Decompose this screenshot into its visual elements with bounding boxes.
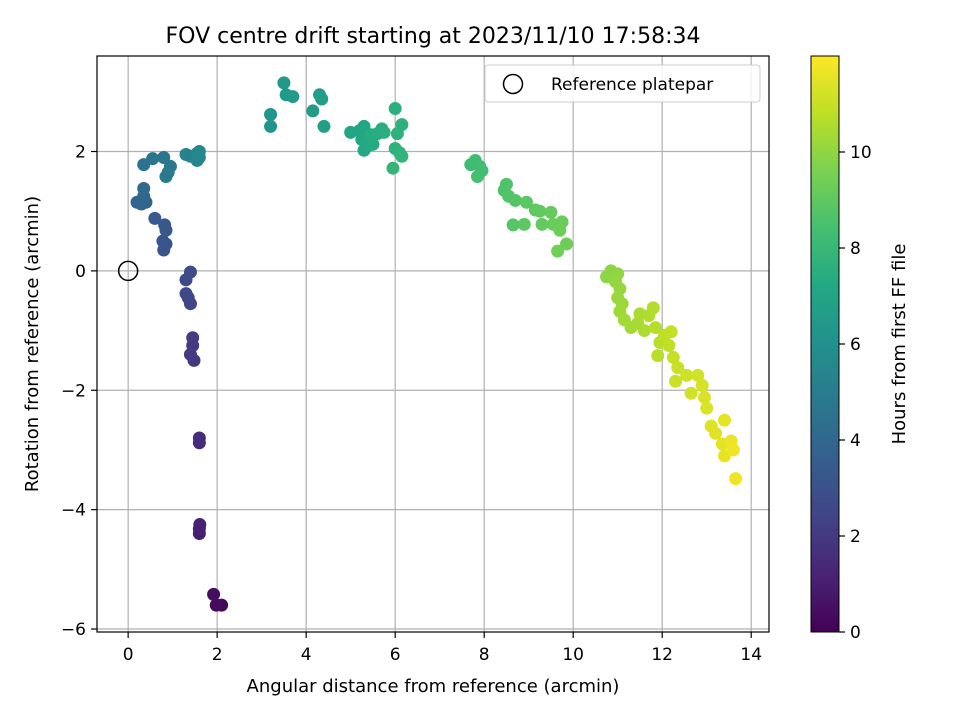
colorbar-tick-label: 2 (850, 527, 861, 547)
data-point (651, 349, 665, 363)
data-point (146, 152, 160, 166)
chart-title: FOV centre drift starting at 2023/11/10 … (166, 24, 701, 49)
colorbar-tick-label: 6 (850, 335, 861, 355)
data-point (691, 368, 705, 382)
data-point (377, 125, 391, 139)
data-point (286, 90, 300, 104)
data-point (535, 217, 549, 231)
data-point (695, 378, 709, 392)
colorbar-tick-label: 8 (850, 239, 861, 259)
y-axis-ticks: −6 −4 −2 0 2 (61, 143, 97, 640)
colorbar-label: Hours from first FF file (889, 244, 910, 445)
data-point (506, 218, 520, 232)
x-tick-label: 4 (301, 645, 312, 665)
data-point (315, 92, 329, 106)
data-point (662, 338, 676, 352)
x-tick-label: 12 (651, 645, 673, 665)
data-point (386, 161, 400, 175)
colorbar (810, 55, 840, 633)
data-point (551, 244, 565, 258)
y-tick-label: −2 (61, 381, 86, 401)
data-point (560, 237, 574, 251)
data-point (533, 204, 547, 218)
x-tick-label: 10 (562, 645, 584, 665)
data-point (137, 182, 151, 196)
data-point (192, 431, 206, 445)
x-tick-label: 2 (212, 645, 223, 665)
data-point (666, 350, 680, 364)
x-axis-ticks: 0 2 4 6 8 10 12 14 (123, 632, 762, 665)
y-axis-label: Rotation from reference (arcmin) (22, 196, 43, 492)
data-point (192, 145, 206, 159)
x-tick-label: 6 (390, 645, 401, 665)
data-point (159, 170, 173, 184)
grid-lines (97, 56, 769, 632)
data-point (499, 177, 513, 191)
data-point (471, 170, 485, 184)
data-point (729, 472, 743, 486)
data-point (680, 368, 694, 382)
data-point (517, 217, 531, 231)
data-point (700, 401, 714, 415)
legend-label: Reference platepar (551, 75, 713, 95)
data-point (671, 361, 685, 375)
legend: Reference platepar (484, 64, 761, 103)
colorbar-tick-label: 0 (850, 623, 861, 643)
data-point (508, 193, 522, 207)
data-point (697, 390, 711, 404)
data-point (207, 587, 221, 601)
data-point (209, 598, 223, 612)
data-point (519, 195, 533, 209)
y-tick-label: 2 (75, 143, 86, 163)
data-point (388, 102, 402, 116)
plot-frame (96, 55, 770, 633)
data-point (317, 119, 331, 133)
data-point (717, 413, 731, 427)
x-tick-label: 0 (123, 645, 134, 665)
data-point (637, 324, 651, 338)
x-tick-label: 8 (479, 645, 490, 665)
data-point (390, 127, 404, 141)
x-tick-label: 14 (740, 645, 762, 665)
data-point (669, 374, 683, 388)
colorbar-tick-label: 10 (850, 143, 872, 163)
data-point (726, 443, 740, 457)
colorbar-ticks: 0 2 4 6 8 10 (839, 143, 872, 643)
data-point (148, 211, 162, 225)
data-point (186, 331, 200, 345)
legend-box (484, 64, 761, 103)
x-axis-label: Angular distance from reference (arcmin) (247, 676, 620, 697)
data-point (158, 218, 172, 232)
data-point (684, 386, 698, 400)
reference-platepar-marker (117, 260, 139, 282)
data-point (553, 223, 567, 237)
data-point (264, 107, 278, 121)
data-point (306, 104, 320, 118)
colorbar-tick-label: 4 (850, 431, 861, 451)
data-point (646, 301, 660, 315)
data-point (179, 287, 193, 301)
data-point (264, 119, 278, 133)
data-point (193, 518, 207, 532)
data-point (156, 234, 170, 248)
legend-marker-icon (502, 73, 524, 95)
data-point (157, 150, 171, 164)
data-point (277, 76, 291, 90)
data-point (183, 265, 197, 279)
reference-marker-layer (117, 260, 139, 282)
data-point (395, 149, 409, 163)
data-points (130, 76, 743, 612)
data-point (709, 426, 723, 440)
data-point (664, 325, 678, 339)
y-tick-label: 0 (75, 262, 86, 282)
y-tick-label: −4 (61, 501, 86, 521)
y-tick-label: −6 (61, 620, 86, 640)
data-point (649, 321, 663, 335)
data-point (544, 205, 558, 219)
